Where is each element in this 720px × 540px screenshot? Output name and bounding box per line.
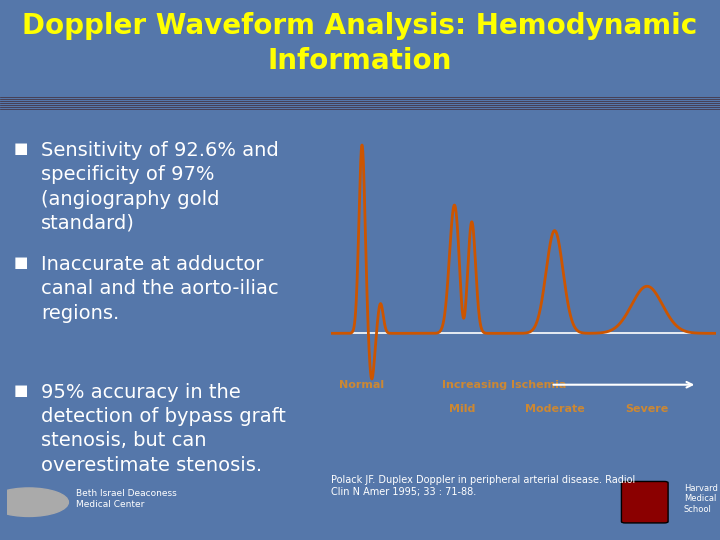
Text: Normal: Normal bbox=[339, 380, 384, 390]
Text: Increasing Ischemia: Increasing Ischemia bbox=[442, 380, 567, 390]
Text: Doppler Waveform Analysis: Hemodynamic
Information: Doppler Waveform Analysis: Hemodynamic I… bbox=[22, 12, 698, 75]
Text: Harvard
Medical
School: Harvard Medical School bbox=[684, 484, 718, 514]
FancyBboxPatch shape bbox=[621, 482, 668, 523]
Text: Beth Israel Deaconess
Medical Center: Beth Israel Deaconess Medical Center bbox=[76, 489, 176, 509]
Text: Severe: Severe bbox=[626, 404, 669, 414]
Text: 95% accuracy in the
detection of bypass graft
stenosis, but can
overestimate ste: 95% accuracy in the detection of bypass … bbox=[41, 383, 286, 475]
Circle shape bbox=[0, 488, 68, 516]
Text: ■: ■ bbox=[14, 383, 28, 398]
Text: Inaccurate at adductor
canal and the aorto-iliac
regions.: Inaccurate at adductor canal and the aor… bbox=[41, 255, 279, 322]
Text: Mild: Mild bbox=[449, 404, 475, 414]
Text: ■: ■ bbox=[14, 141, 28, 156]
Text: Sensitivity of 92.6% and
specificity of 97%
(angiography gold
standard): Sensitivity of 92.6% and specificity of … bbox=[41, 141, 279, 233]
Text: Moderate: Moderate bbox=[525, 404, 585, 414]
Text: ■: ■ bbox=[14, 255, 28, 270]
Text: Polack JF. Duplex Doppler in peripheral arterial disease. Radiol
Clin N Amer 199: Polack JF. Duplex Doppler in peripheral … bbox=[331, 475, 636, 497]
